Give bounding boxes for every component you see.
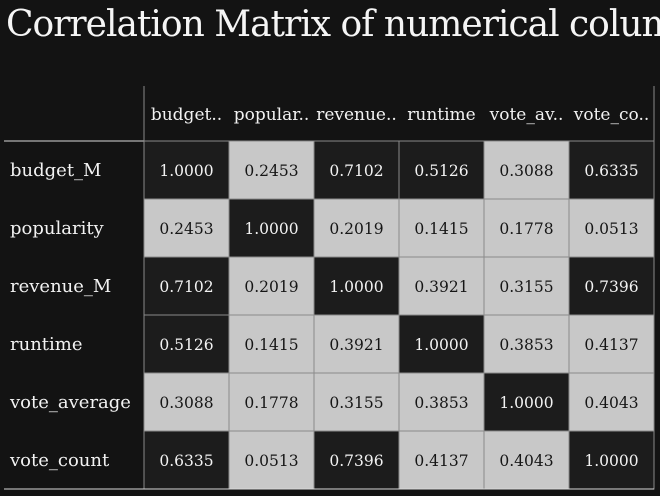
cell-value: 0.5126 <box>414 162 468 180</box>
column-header: budget.. <box>151 105 222 125</box>
column-header: vote_co.. <box>573 105 650 125</box>
heatmap-cell <box>568 314 655 374</box>
cell-value: 0.1415 <box>414 220 468 238</box>
cell-value: 0.1415 <box>244 336 298 354</box>
row-label: revenue_M <box>10 276 111 297</box>
cell-value: 0.2019 <box>244 278 298 296</box>
column-header: popular.. <box>234 105 310 125</box>
cell-value: 1.0000 <box>244 220 298 238</box>
heatmap-cell <box>228 430 315 490</box>
heatmap-cell <box>483 314 570 374</box>
heatmap-cell <box>143 256 230 316</box>
heatmap-cell <box>568 256 655 316</box>
cell-value: 0.0513 <box>584 220 638 238</box>
row-label: vote_count <box>9 450 110 471</box>
cell-value: 0.4043 <box>499 452 553 470</box>
heatmap-cell <box>313 314 400 374</box>
column-header: revenue.. <box>316 105 397 125</box>
heatmap-cell <box>143 198 230 258</box>
cell-value: 0.1778 <box>499 220 553 238</box>
row-label: budget_M <box>10 160 101 181</box>
heatmap-cell <box>568 198 655 258</box>
heatmap-cell <box>568 372 655 432</box>
heatmap-cell <box>313 430 400 490</box>
heatmap-cell <box>228 198 315 258</box>
cell-value: 1.0000 <box>159 162 213 180</box>
cell-value: 1.0000 <box>584 452 638 470</box>
heatmap-cell <box>228 372 315 432</box>
cell-value: 0.6335 <box>584 162 638 180</box>
cell-value: 0.7102 <box>159 278 213 296</box>
cell-value: 0.2453 <box>159 220 213 238</box>
heatmap-cell <box>398 430 485 490</box>
cell-value: 0.7102 <box>329 162 383 180</box>
cell-value: 1.0000 <box>499 394 553 412</box>
cell-value: 0.3921 <box>329 336 383 354</box>
heatmap-cell <box>568 430 655 490</box>
heatmap-cell <box>483 198 570 258</box>
row-label: vote_average <box>9 392 131 413</box>
heatmap-cell <box>398 372 485 432</box>
cell-value: 0.1778 <box>244 394 298 412</box>
cell-value: 1.0000 <box>414 336 468 354</box>
heatmap-cell <box>483 430 570 490</box>
cell-value: 0.3155 <box>499 278 553 296</box>
cell-value: 0.3088 <box>159 394 213 412</box>
cell-value: 0.3155 <box>329 394 383 412</box>
cell-value: 0.3853 <box>499 336 553 354</box>
cell-value: 0.5126 <box>159 336 213 354</box>
cell-value: 0.7396 <box>584 278 638 296</box>
column-header: vote_av.. <box>489 105 564 125</box>
cell-value: 0.4043 <box>584 394 638 412</box>
cell-value: 0.4137 <box>584 336 638 354</box>
heatmap-cell <box>398 140 485 200</box>
heatmap-cell <box>143 430 230 490</box>
heatmap-cell <box>483 256 570 316</box>
row-label: runtime <box>10 334 83 355</box>
cell-value: 0.0513 <box>244 452 298 470</box>
chart-title: Correlation Matrix of numerical columns <box>6 4 660 45</box>
cell-value: 0.2453 <box>244 162 298 180</box>
cell-value: 0.3853 <box>414 394 468 412</box>
heatmap-cell <box>568 140 655 200</box>
cell-value: 0.4137 <box>414 452 468 470</box>
row-label: popularity <box>10 218 105 239</box>
heatmap-cell <box>398 198 485 258</box>
heatmap-cell <box>228 256 315 316</box>
cell-value: 0.3921 <box>414 278 468 296</box>
heatmap-cell <box>483 140 570 200</box>
column-header: runtime <box>407 105 475 125</box>
cell-value: 0.6335 <box>159 452 213 470</box>
heatmap-cell <box>313 372 400 432</box>
cell-value: 1.0000 <box>329 278 383 296</box>
cell-value: 0.3088 <box>499 162 553 180</box>
cell-value: 0.7396 <box>329 452 383 470</box>
cell-value: 0.2019 <box>329 220 383 238</box>
